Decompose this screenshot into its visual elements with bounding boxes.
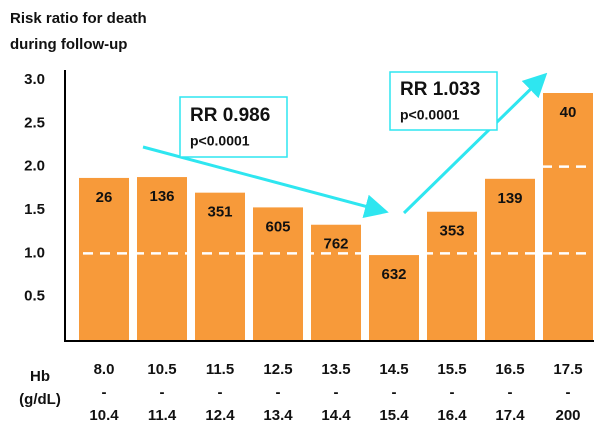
reference-lines — [66, 165, 594, 255]
y-tick-label: 2.5 — [24, 114, 45, 131]
x-tick-label: - — [102, 384, 107, 401]
x-tick-label: - — [566, 384, 571, 401]
x-tick-label: 11.4 — [148, 407, 177, 423]
x-tick-label: 16.4 — [437, 407, 467, 423]
bar — [427, 211, 477, 340]
x-tick-label: 12.4 — [205, 407, 235, 423]
x-tick-label: 15.5 — [437, 361, 466, 378]
x-tick-label: 13.4 — [263, 407, 293, 423]
y-tick-label: 1.0 — [24, 244, 45, 261]
x-tick-label: 10.4 — [89, 407, 119, 423]
x-tick-label: 12.5 — [263, 361, 292, 378]
x-tick-label: - — [276, 384, 281, 401]
bars — [79, 93, 593, 340]
bar-count-label: 351 — [207, 204, 232, 221]
bar — [137, 177, 187, 340]
bar — [543, 93, 593, 340]
bar — [195, 192, 245, 340]
x-tick-label: 17.5 — [553, 361, 582, 378]
bar-count-label: 762 — [323, 236, 348, 253]
x-tick-label: 14.5 — [379, 361, 408, 378]
x-tick-label: - — [334, 384, 339, 401]
x-axis-label: Hb — [30, 368, 50, 385]
chart-title: during follow-up — [10, 36, 127, 53]
annotation: p<0.0001 — [400, 107, 460, 123]
x-tick-label: 16.5 — [495, 361, 524, 378]
bar-count-label: 26 — [96, 189, 113, 206]
x-axis-label: (g/dL) — [19, 391, 61, 408]
bar — [311, 224, 361, 340]
y-tick-label: 0.5 — [24, 288, 45, 305]
y-tick-label: 2.0 — [24, 158, 45, 175]
annotation: p<0.0001 — [190, 133, 250, 149]
x-tick-label: 15.4 — [379, 407, 409, 423]
annotation: RR 0.986 — [190, 105, 270, 126]
x-tick-label: - — [392, 384, 397, 401]
x-tick-label: 11.5 — [206, 361, 234, 378]
annotation-box — [179, 96, 288, 158]
bar-count-label: 136 — [149, 188, 174, 205]
bar-count-label: 353 — [439, 223, 464, 240]
y-tick-label: 3.0 — [24, 71, 45, 88]
bar-count-label: 40 — [560, 104, 577, 121]
x-tick-label: - — [218, 384, 223, 401]
x-tick-label: - — [450, 384, 455, 401]
bar — [485, 178, 535, 340]
bar-count-label: 139 — [497, 190, 522, 207]
bar — [79, 177, 129, 340]
annotation: RR 1.033 — [400, 79, 480, 100]
bar-count-label: 632 — [381, 266, 406, 283]
bar — [253, 207, 303, 340]
x-tick-label: 200 — [555, 407, 580, 423]
x-tick-label: - — [160, 384, 165, 401]
chart-title: Risk ratio for death — [10, 10, 147, 27]
annotation-box — [389, 71, 498, 131]
x-tick-label: 8.0 — [94, 361, 115, 378]
y-tick-label: 1.5 — [24, 201, 45, 218]
x-tick-label: 17.4 — [495, 407, 525, 423]
x-tick-label: - — [508, 384, 513, 401]
labels: 0.5 1.0 1.5 2.0 2.5 3.0 26 8.0 - 10.4 136 10.5 - 11.4… — [24, 71, 582, 423]
x-tick-label: 13.5 — [321, 361, 350, 378]
x-tick-label: 10.5 — [147, 361, 176, 378]
bar — [369, 255, 419, 340]
trend-arrow — [402, 72, 548, 215]
x-tick-label: 14.4 — [321, 407, 351, 423]
bar-count-label: 605 — [265, 218, 290, 235]
